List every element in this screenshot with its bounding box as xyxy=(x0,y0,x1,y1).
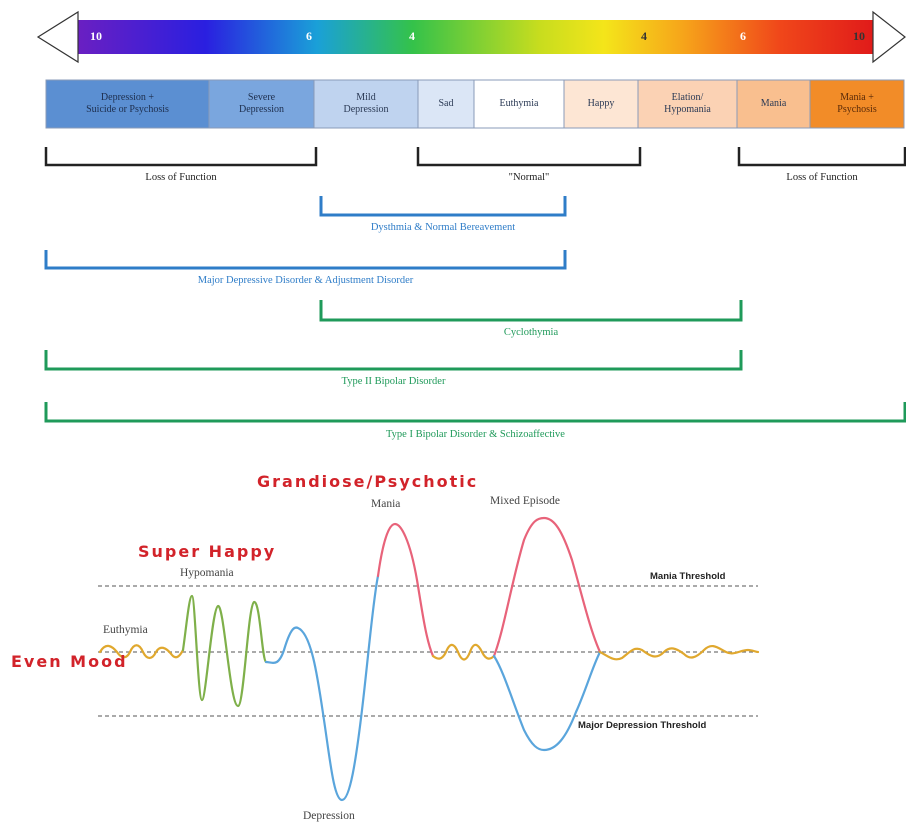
mood-box-label: Depression + Suicide or Psychosis xyxy=(86,92,169,115)
mood-box-label: Mania xyxy=(760,98,787,109)
even-mood-label: Even Mood xyxy=(11,652,128,671)
mania-wave xyxy=(376,522,435,658)
bracket-label-normal: "Normal" xyxy=(508,172,550,183)
mixed-wave-down xyxy=(492,650,602,752)
mood-box-bg xyxy=(473,79,565,129)
bracket-dysthymia xyxy=(319,196,567,217)
mood-box-bg xyxy=(417,79,475,129)
disorder-brackets xyxy=(44,196,906,423)
bracket-cyclothymia xyxy=(319,300,743,322)
hypomania-wave xyxy=(181,594,268,708)
depression-threshold-label: Major Depression Threshold xyxy=(578,720,707,731)
wave-label-mania: Mania xyxy=(371,498,401,510)
wave-label-depression: Depression xyxy=(303,810,355,822)
mood-box-label: Happy xyxy=(587,98,615,109)
scale-number: 4 xyxy=(409,29,415,43)
bracket-bipolar-2 xyxy=(44,350,743,371)
euthymia-wave-end xyxy=(598,644,760,661)
wave-label-euthymia: Euthymia xyxy=(103,624,148,636)
mood-box-label: Euthymia xyxy=(499,98,539,109)
mood-box-bg xyxy=(45,79,210,129)
bracket-loss-left xyxy=(44,147,318,167)
bracket-label-cyclothymia: Cyclothymia xyxy=(503,327,559,338)
bracket-label-loss-right: Loss of Function xyxy=(786,172,858,183)
scale-number: 10 xyxy=(853,29,865,43)
mood-scale-gradient xyxy=(78,20,875,54)
scale-number: 4 xyxy=(641,29,647,43)
mood-box-label: Sad xyxy=(438,98,454,109)
mood-box-label: Severe Depression xyxy=(239,92,284,115)
mood-box-label: Mild Depression xyxy=(343,92,389,115)
bracket-label-loss-left: Loss of Function xyxy=(145,172,217,183)
wave-label-hypomania: Hypomania xyxy=(180,567,234,579)
mood-box-bg xyxy=(208,79,315,129)
bracket-label-mdd: Major Depressive Disorder & Adjustment D… xyxy=(197,275,414,286)
scale-number: 10 xyxy=(90,29,102,43)
mood-box-label: Mania + Psychosis xyxy=(837,92,877,115)
mood-box-bg xyxy=(563,79,639,129)
right-arrow-icon xyxy=(872,10,906,64)
bracket-label-dysthymia: Dysthmia & Normal Bereavement xyxy=(370,222,516,233)
mixed-wave-up xyxy=(492,516,602,658)
depression-wave-1 xyxy=(264,574,380,802)
function-brackets xyxy=(44,147,906,167)
mood-box-bg xyxy=(809,79,905,129)
mania-threshold-label: Mania Threshold xyxy=(650,571,726,582)
scale-number: 6 xyxy=(740,29,746,43)
grandiose-label: Grandiose/Psychotic xyxy=(257,472,479,491)
left-arrow-icon xyxy=(36,10,79,64)
bracket-label-bipolar-2: Type II Bipolar Disorder xyxy=(341,376,446,387)
scale-number: 6 xyxy=(306,29,312,43)
bracket-loss-right xyxy=(737,147,906,167)
bracket-normal xyxy=(416,147,642,167)
mood-waves xyxy=(98,516,760,802)
bracket-mdd xyxy=(44,250,567,270)
mood-box-label: Elation/ Hypomania xyxy=(664,92,711,115)
wave-label-mixed: Mixed Episode xyxy=(490,495,560,507)
bracket-label-bipolar-1: Type I Bipolar Disorder & Schizoaffectiv… xyxy=(386,429,565,440)
mood-box-bg xyxy=(313,79,419,129)
euthymia-wave-mid xyxy=(431,643,496,661)
mood-boxes xyxy=(45,79,905,129)
super-happy-label: Super Happy xyxy=(138,542,277,561)
bracket-bipolar-1 xyxy=(44,402,906,423)
euthymia-wave-start xyxy=(98,644,185,660)
